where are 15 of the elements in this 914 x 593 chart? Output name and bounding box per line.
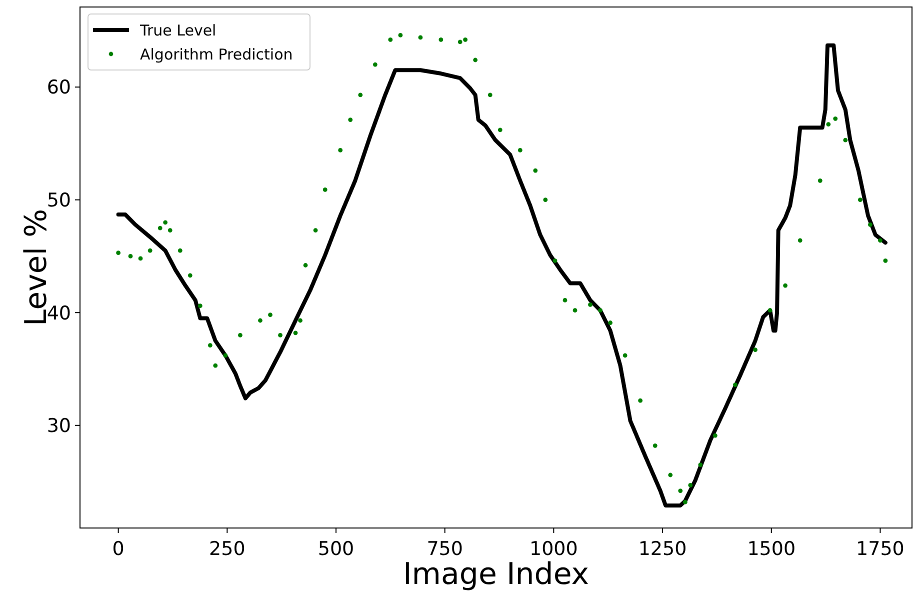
x-tick-label: 750 (426, 538, 463, 560)
y-tick-label: 30 (46, 415, 71, 438)
x-tick-label: 1750 (856, 538, 904, 560)
y-tick-label: 40 (46, 302, 71, 324)
y-tick-label: 60 (46, 76, 71, 99)
legend-label: Algorithm Prediction (140, 45, 293, 64)
x-tick-label: 1000 (530, 538, 578, 560)
legend-label: True Level (139, 21, 216, 40)
x-tick-label: 250 (209, 538, 246, 560)
x-tick-label: 1250 (638, 538, 687, 560)
x-tick-label: 1500 (747, 538, 796, 560)
x-axis-title: Image Index (402, 557, 590, 592)
x-tick-label: 500 (318, 538, 354, 560)
y-tick-label: 50 (46, 189, 71, 212)
x-tick-label: 0 (112, 538, 124, 560)
